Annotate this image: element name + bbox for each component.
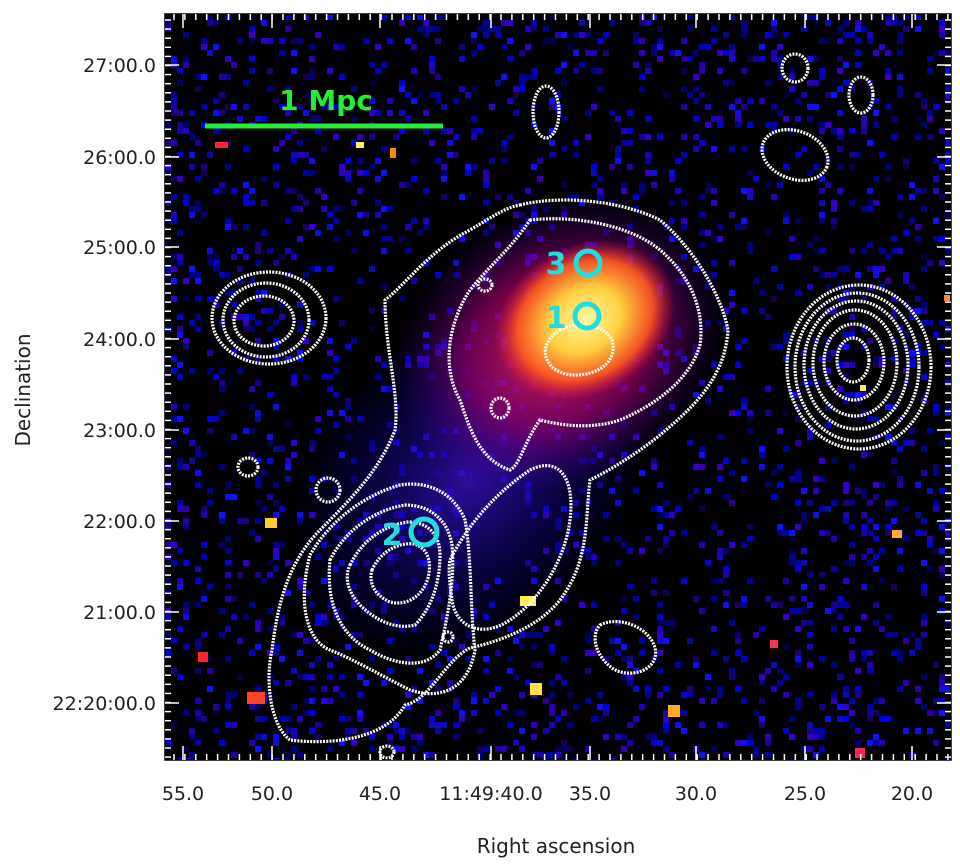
y-tick-labels: 27:00.0 26:00.0 25:00.0 24:00.0 23:00.0 … [53,55,156,715]
y-tick-label: 25:00.0 [83,237,156,259]
point-sources [198,142,950,758]
scale-bar-label: 1 Mpc [279,84,373,117]
marker-1-label: 1 [546,301,567,336]
x-tick-label: 45.0 [359,783,401,805]
x-tick-label: 35.0 [569,783,611,805]
marker-1: 1 [546,301,602,336]
y-tick-label: 21:00.0 [83,602,156,624]
x-tick-labels: 55.0 50.0 45.0 11:49:40.0 35.0 30.0 25.0… [162,783,933,805]
marker-3-label: 3 [546,247,567,282]
y-tick-label: 23:00.0 [83,420,156,442]
plot-frame [164,13,952,761]
x-tick-label: 25.0 [784,783,826,805]
y-tick-label: 22:20:00.0 [53,693,156,715]
y-tick-label: 27:00.0 [83,55,156,77]
radio-contours [210,52,933,760]
x-axis-title: Right ascension [477,834,636,858]
x-tick-label: 20.0 [891,783,933,805]
y-tick-label: 26:00.0 [83,147,156,169]
marker-2: 2 [382,516,440,553]
y-axis-title: Declination [11,333,35,446]
x-tick-label: 50.0 [251,783,293,805]
x-tick-label: 30.0 [675,783,717,805]
marker-2-label: 2 [382,518,403,553]
y-tick-label: 24:00.0 [83,329,156,351]
axis-ticks [165,14,951,760]
marker-3: 3 [546,247,603,282]
cluster-core [494,239,676,401]
y-tick-label: 22:00.0 [83,511,156,533]
x-tick-label: 11:49:40.0 [439,783,542,805]
x-tick-label: 55.0 [162,783,204,805]
